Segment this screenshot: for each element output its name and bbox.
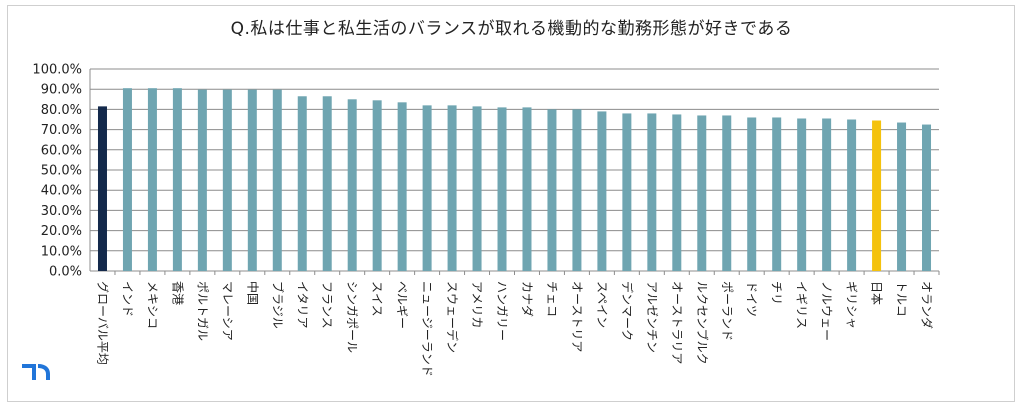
category-label: チリ — [770, 281, 784, 305]
bar — [472, 106, 482, 272]
bar — [622, 113, 632, 271]
category-label: スイス — [370, 281, 384, 317]
y-tick-label: 20.0% — [41, 224, 82, 239]
category-label: オーストリア — [570, 281, 584, 352]
y-tick-label: 0.0% — [49, 265, 82, 280]
chart-title: Q.私は仕事と私生活のバランスが取れる機動的な勤務形態が好きである — [230, 19, 793, 39]
category-label: インド — [120, 281, 134, 317]
category-label: マレーシア — [220, 281, 234, 341]
category-label: ブラジル — [270, 281, 285, 329]
category-label: オランダ — [920, 281, 935, 329]
bar — [897, 122, 907, 271]
category-label: デンマーク — [620, 281, 635, 341]
y-tick-label: 80.0% — [41, 103, 82, 118]
bar — [522, 107, 532, 271]
bar — [247, 89, 257, 271]
bar — [572, 109, 582, 272]
category-label: 日本 — [870, 281, 884, 305]
bar — [647, 113, 657, 271]
category-label: フランス — [320, 281, 334, 329]
bar — [372, 100, 382, 271]
y-tick-label: 10.0% — [41, 244, 82, 259]
randstad-logo — [22, 364, 50, 380]
category-label: アメリカ — [470, 281, 484, 328]
bar — [772, 117, 782, 271]
bar — [222, 89, 232, 271]
category-label: トルコ — [895, 281, 909, 317]
category-label: ポルトガル — [195, 281, 209, 341]
category-label: イギリス — [795, 281, 809, 329]
category-label: ノルウェー — [820, 281, 834, 341]
bar — [697, 115, 707, 272]
bar — [297, 96, 307, 272]
y-tick-label: 30.0% — [41, 204, 82, 219]
category-label: イタリア — [295, 281, 309, 329]
y-tick-label: 50.0% — [41, 164, 82, 179]
bar — [447, 105, 457, 271]
category-label: 中国 — [245, 281, 260, 305]
category-label: ニュージーランド — [420, 281, 434, 377]
category-label: ポーランド — [720, 281, 734, 341]
y-tick-label: 40.0% — [41, 184, 82, 199]
bar — [172, 88, 182, 271]
category-label: スペイン — [595, 281, 609, 328]
bar — [197, 89, 207, 271]
category-label: カナダ — [520, 281, 535, 317]
category-label: オーストラリア — [670, 281, 684, 364]
bar — [547, 109, 557, 272]
category-label: チェコ — [545, 281, 559, 317]
category-label: ドイツ — [745, 281, 759, 317]
bar — [97, 106, 107, 272]
bar — [322, 96, 332, 272]
bar — [722, 115, 732, 272]
category-label: アルゼンチン — [645, 281, 659, 353]
bar — [147, 88, 157, 271]
category-label: ベルギー — [395, 281, 409, 329]
bar — [597, 111, 607, 271]
category-label: ギリシャ — [845, 281, 859, 329]
bar — [272, 89, 282, 271]
category-label: シンガポール — [345, 281, 359, 353]
bar — [822, 118, 832, 272]
bar — [922, 124, 932, 271]
y-tick-label: 60.0% — [41, 143, 82, 158]
bar — [397, 102, 407, 271]
y-tick-label: 100.0% — [32, 63, 82, 78]
bar — [672, 114, 682, 271]
category-label: ハンガリー — [495, 281, 509, 341]
bar — [347, 99, 357, 271]
y-tick-label: 90.0% — [41, 83, 82, 98]
bar — [122, 88, 132, 271]
category-label: 香港 — [170, 281, 184, 305]
bar — [797, 118, 807, 272]
bar — [497, 107, 507, 271]
category-label: グローバル平均 — [95, 281, 109, 365]
bar — [747, 117, 757, 271]
bar — [872, 120, 882, 271]
category-label: メキシコ — [145, 281, 159, 329]
bar — [422, 105, 432, 271]
bar — [847, 119, 857, 271]
y-tick-label: 70.0% — [41, 123, 82, 138]
category-label: ルクセンブルク — [695, 281, 710, 365]
category-label: スウェーデン — [445, 281, 460, 353]
